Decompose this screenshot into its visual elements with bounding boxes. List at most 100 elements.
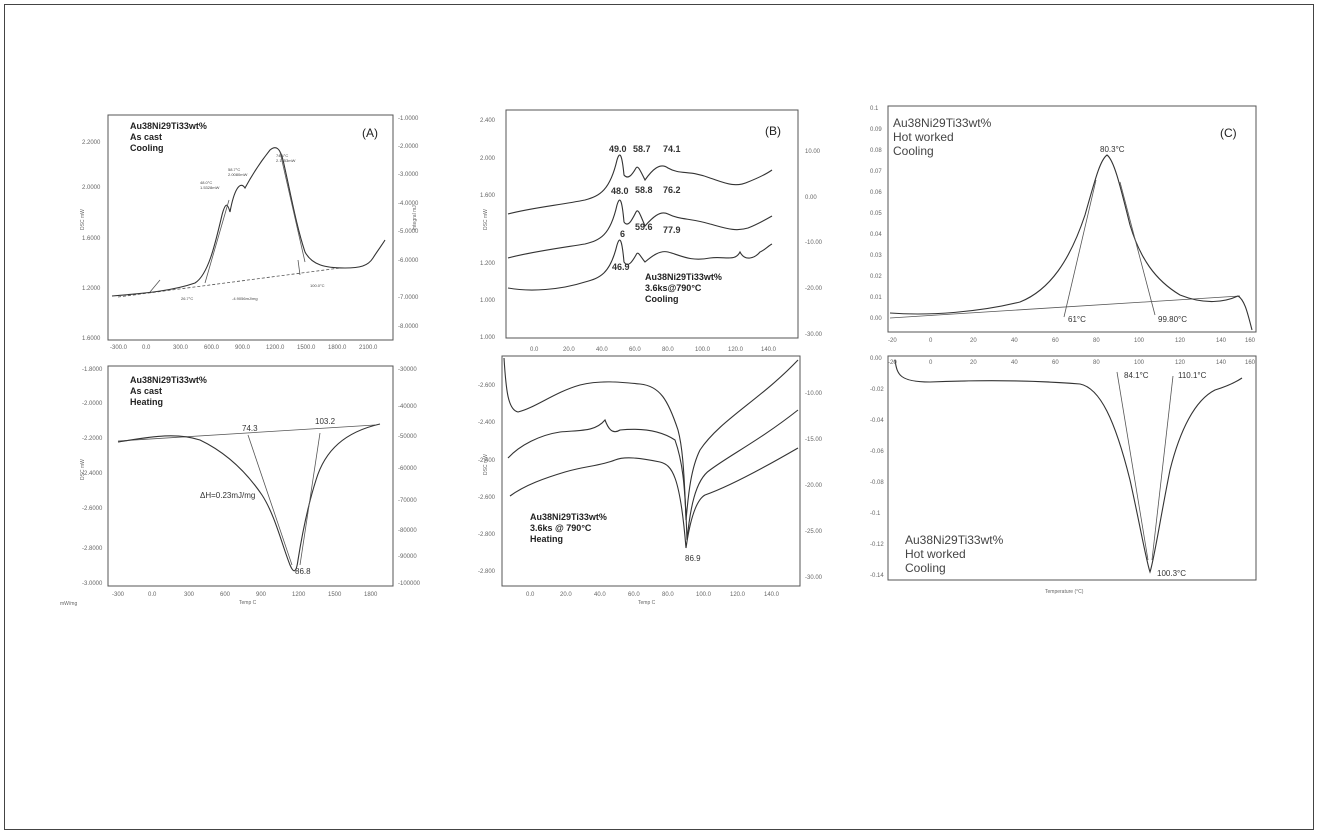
- panel-b-bot-trace-1: [503, 357, 799, 521]
- panel-a-top-xtick: 0.0: [142, 345, 151, 351]
- panel-a-bot-baseline: [117, 424, 376, 442]
- panel-a-top-ticks: 2.2000 2.0000 1.6000 1.2000 1.6000 -1.00…: [82, 116, 419, 351]
- panel-b-bottom-frame: [501, 355, 801, 587]
- panel-c-top-ticks: 0.1 0.09 0.08 0.07 0.06 0.05 0.04 0.03 0…: [870, 106, 1256, 344]
- panel-a-top-ylabel: DSC mW: [80, 209, 86, 230]
- panel-c-bot-xtick: 140: [1216, 360, 1227, 366]
- panel-b-bottom: Au38Ni29Ti33wt% 3.6ks @ 790°C Heating 86…: [478, 355, 823, 606]
- panel-a-top-xtick: 900.0: [235, 345, 251, 351]
- panel-a-bottom-frame: [107, 365, 394, 587]
- panel-b-bot-ytick-r: -30.00: [805, 575, 823, 581]
- panel-c-bot-ytick: -0.1: [870, 511, 881, 517]
- panel-a-bot-onset-1: 74.3: [242, 424, 258, 433]
- panel-b-top-xtick: 100.0: [695, 347, 711, 353]
- panel-a-top-peak-3-sub: 2.1753mW: [276, 158, 296, 163]
- panel-b-peak-3: 74.1: [663, 144, 681, 154]
- panel-a-bot-xlabel: Temp C: [239, 600, 257, 606]
- panel-b-top-title-2: 3.6ks@790°C: [645, 283, 702, 293]
- panel-a-bot-ytick-r: -70000: [398, 498, 417, 504]
- panel-b-bot-xtick: 40.0: [594, 592, 606, 598]
- panel-b-peak-6: 76.2: [663, 185, 681, 195]
- panel-b-bot-xtick: 60.0: [628, 592, 640, 598]
- panel-c-bot-ytick: -0.08: [870, 480, 884, 486]
- panel-a-top-ytick-r: -3.0000: [398, 172, 419, 178]
- panel-a-bot-ytick-r: -100000: [398, 581, 421, 587]
- panel-a-top-peak-2: 58.7°C: [228, 167, 240, 172]
- panel-a-bot-ytick: -2.6000: [82, 506, 103, 512]
- panel-c-bot-xtick: 160: [1245, 360, 1256, 366]
- panel-a-bot-ytick-r: -90000: [398, 554, 417, 560]
- panel-c-label: (C): [1220, 126, 1237, 140]
- panel-a-top-ytick: 2.0000: [82, 185, 101, 191]
- panel-a-top-ytick-r: -6.0000: [398, 258, 419, 264]
- panel-a-bot-footer: mW/mg: [60, 601, 77, 607]
- panel-a-top-xtick: 600.0: [204, 345, 220, 351]
- panel-b-peak-10: 46.9: [612, 262, 630, 272]
- panel-a-top-xtick: -300.0: [110, 345, 128, 351]
- panel-a-bot-ytick: -2.4000: [82, 471, 103, 477]
- panel-a-bot-xtick: 0.0: [148, 592, 157, 598]
- panel-b-top-ytick: 2.400: [480, 118, 496, 124]
- panel-b-top-xtick: 60.0: [629, 347, 641, 353]
- panel-a-bot-onset-2: 103.2: [315, 417, 336, 426]
- panel-c-top-ytick: 0.1: [870, 106, 879, 112]
- panel-b-peak-2: 58.7: [633, 144, 651, 154]
- panel-c-top-ytick: 0.04: [870, 232, 882, 238]
- panel-b-bot-ytick: -2.600: [478, 383, 496, 389]
- panel-b-bot-xtick: 0.0: [526, 592, 535, 598]
- panel-b-bot-title-2: 3.6ks @ 790°C: [530, 523, 592, 533]
- panel-a-top-onset-left: [204, 199, 230, 284]
- panel-b-peak-8: 59.6: [635, 222, 653, 232]
- panel-a-top-base-1: 26.7°C: [181, 296, 193, 301]
- panel-a-bot-title-3: Heating: [130, 397, 163, 407]
- panel-a-top-title-2: As cast: [130, 132, 162, 142]
- panel-b-bot-xtick: 100.0: [696, 592, 712, 598]
- panel-b-bot-xtick: 20.0: [560, 592, 572, 598]
- panel-a-bot-onset-left: [247, 434, 293, 566]
- panel-b-peak-4: 48.0: [611, 186, 629, 196]
- panel-b-top-ytick: 1.200: [480, 261, 496, 267]
- panel-b-bot-ytick: -2.400: [478, 458, 496, 464]
- panel-b-bot-ytick-r: -25.00: [805, 529, 823, 535]
- panel-b-label: (B): [765, 124, 781, 138]
- panel-b-top-trace-3: [507, 239, 773, 291]
- panel-b-peak-7: 6: [620, 229, 625, 239]
- panel-a-bot-xtick: 1200: [292, 592, 306, 598]
- panel-a-bot-ytick-r: -50000: [398, 434, 417, 440]
- panel-a-bot-ytick: -2.2000: [82, 436, 103, 442]
- panel-c-top-xtick: 80: [1093, 338, 1100, 344]
- panel-a-bot-ytick-r: -60000: [398, 466, 417, 472]
- panel-a-bot-ytick: -1.8000: [82, 367, 103, 373]
- panel-a-bot-enthalpy: ΔH=0.23mJ/mg: [200, 491, 255, 500]
- panel-a-top: (A) Au38Ni29Ti33wt% As cast Cooling 48.0…: [80, 114, 419, 351]
- panel-a-top-base-2: -4.9056mJ/mg: [232, 296, 258, 301]
- panel-a-bot-xtick: -300: [112, 592, 125, 598]
- panel-a-top-trace: [111, 147, 386, 297]
- panel-a-bot-ytick: -3.0000: [82, 581, 103, 587]
- panel-c-top-xtick: 40: [1011, 338, 1018, 344]
- panel-b-bot-ylabel: DSC mW: [483, 454, 489, 475]
- panel-a-top-base-3: 100.0°C: [310, 283, 325, 288]
- panel-b-bot-xlabel: Temp C: [638, 600, 656, 606]
- panel-b-top-ytick-r: -30.00: [805, 332, 823, 338]
- panel-a-bot-xtick: 900: [256, 592, 267, 598]
- panel-a-top-ytick: 1.6000: [82, 236, 101, 242]
- panel-b-bot-xtick: 80.0: [662, 592, 674, 598]
- panel-c-bot-onset-right: [1151, 375, 1174, 561]
- panel-c-bot-title-1: Au38Ni29Ti33wt%: [905, 533, 1004, 547]
- panel-b-top-ylabel: DSC mW: [483, 209, 489, 230]
- panel-b-top: (B) 49.0 58.7 74.1 48.0 58.8 76.2 6 59.6…: [480, 109, 823, 353]
- panel-c-bot-xlabel: Temperature (°C): [1045, 589, 1084, 595]
- panel-a-bot-xtick: 1500: [328, 592, 342, 598]
- panel-a-top-peak-2-sub: 2.0080mW: [228, 172, 248, 177]
- panel-c-top-trace: [889, 154, 1253, 331]
- panel-c-top: (C) Au38Ni29Ti33wt% Hot worked Cooling 8…: [870, 105, 1257, 344]
- panel-c-bot-xtick: 80: [1093, 360, 1100, 366]
- panel-a-top-ytick-r: -5.0000: [398, 229, 419, 235]
- panel-a-bot-trace: [117, 423, 381, 572]
- panel-c-bot-xtick: 100: [1134, 360, 1145, 366]
- panel-c-bot-ytick: -0.04: [870, 418, 884, 424]
- panel-a-bot-ytick-r: -40000: [398, 404, 417, 410]
- panel-b-top-ytick-r: 10.00: [805, 149, 821, 155]
- panel-c-top-ytick: 0.02: [870, 274, 882, 280]
